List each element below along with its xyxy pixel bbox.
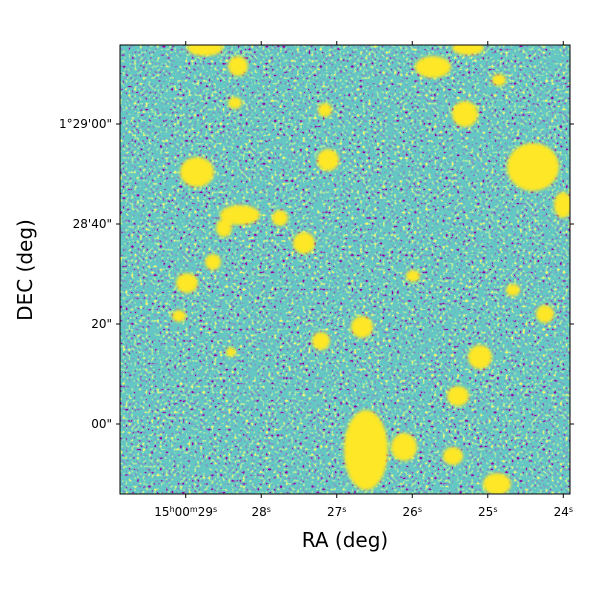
x-tick-label: 27s [327,505,346,520]
axes-frame [119,44,571,495]
source [351,316,373,338]
source [406,270,420,282]
source [452,45,484,55]
x-tick-label: 26s [403,505,422,520]
source [226,347,236,357]
source [344,410,388,490]
x-tick-label: 25s [478,505,497,520]
source [205,254,221,270]
source [187,45,223,56]
source [220,205,260,225]
x-tick-label: 28s [252,505,271,520]
x-tick-label: 15h00m29s [154,505,217,520]
source [176,273,198,293]
source [228,56,248,76]
source [272,210,288,226]
source [506,284,520,296]
source [317,149,339,171]
y-tick-label: 20" [91,317,112,331]
source [228,97,242,109]
source [536,305,554,323]
source [443,447,463,465]
source [492,74,506,86]
y-tick-label: 00" [91,417,112,431]
source [293,232,315,254]
source [391,433,417,461]
source [180,157,214,187]
source [483,473,511,494]
source [312,332,330,350]
noise-background [120,45,570,494]
source [415,56,451,78]
source [216,219,232,237]
source [468,345,492,369]
x-axis-label: RA (deg) [302,528,388,552]
y-tick-label: 28'40" [73,217,112,231]
x-tick-label: 24s [554,505,573,520]
source [172,310,186,322]
sources [172,45,570,494]
y-tick-label: 1°29'00" [59,117,112,131]
source [452,101,478,127]
source [554,192,570,218]
sky-image [120,45,570,494]
source [507,143,559,191]
source [447,386,469,406]
source [318,103,332,117]
y-axis-label: DEC (deg) [13,219,37,321]
